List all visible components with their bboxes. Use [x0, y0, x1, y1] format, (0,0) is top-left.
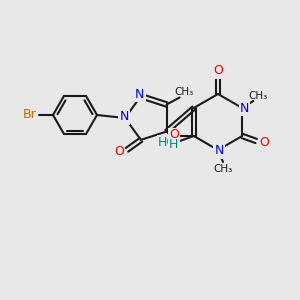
Text: CH₃: CH₃	[213, 164, 232, 174]
Text: N: N	[119, 110, 129, 124]
Text: O: O	[114, 146, 124, 158]
Text: H: H	[169, 139, 178, 152]
Text: CH₃: CH₃	[249, 91, 268, 101]
Text: O: O	[259, 136, 269, 149]
Text: O: O	[213, 64, 223, 77]
Text: O: O	[169, 128, 179, 142]
Text: CH₃: CH₃	[174, 88, 193, 98]
Text: N: N	[240, 101, 249, 115]
Text: Br: Br	[23, 107, 37, 121]
Text: HO: HO	[158, 136, 177, 148]
Text: N: N	[214, 145, 224, 158]
Text: N: N	[135, 88, 145, 100]
